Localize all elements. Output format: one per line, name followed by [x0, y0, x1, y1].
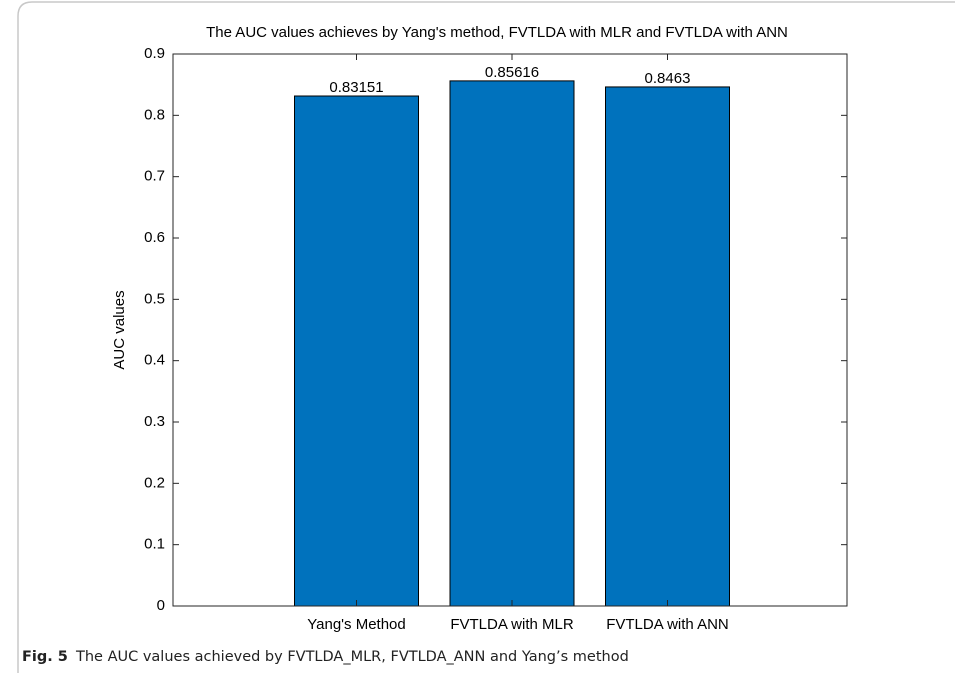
y-tick-label: 0.6	[144, 229, 165, 246]
caption-label: Fig. 5	[22, 649, 68, 665]
y-axis-label: AUC values	[111, 290, 128, 369]
y-tick-label: 0.8	[144, 106, 165, 123]
y-tick-label: 0	[157, 597, 165, 614]
x-tick-label: Yang's Method	[307, 616, 405, 633]
caption-text: The AUC values achieved by FVTLDA_MLR, F…	[75, 649, 629, 665]
y-tick-label: 0.9	[144, 45, 165, 62]
y-tick-label: 0.7	[144, 168, 165, 185]
value-label: 0.8463	[645, 70, 691, 87]
bar	[449, 80, 575, 607]
y-tick-label: 0.4	[144, 352, 165, 369]
value-label: 0.85616	[485, 64, 539, 81]
plot: 0.83151 Yang's Method 0.85616 FVTLDA with M…	[144, 45, 848, 633]
y-tick-label: 0.2	[144, 474, 165, 491]
value-label: 0.83151	[329, 79, 383, 96]
x-tick-label: FVTLDA with ANN	[606, 616, 729, 633]
axes-box	[172, 53, 848, 607]
bar	[294, 95, 419, 607]
y-tick-label: 0.3	[144, 413, 165, 430]
figure-frame	[17, 1, 955, 673]
bar	[605, 86, 730, 607]
chart-title: The AUC values achieves by Yang's method…	[206, 24, 788, 41]
x-tick-label: FVTLDA with MLR	[450, 616, 574, 633]
y-tick-label: 0.1	[144, 536, 165, 553]
y-tick-label: 0.5	[144, 290, 165, 307]
